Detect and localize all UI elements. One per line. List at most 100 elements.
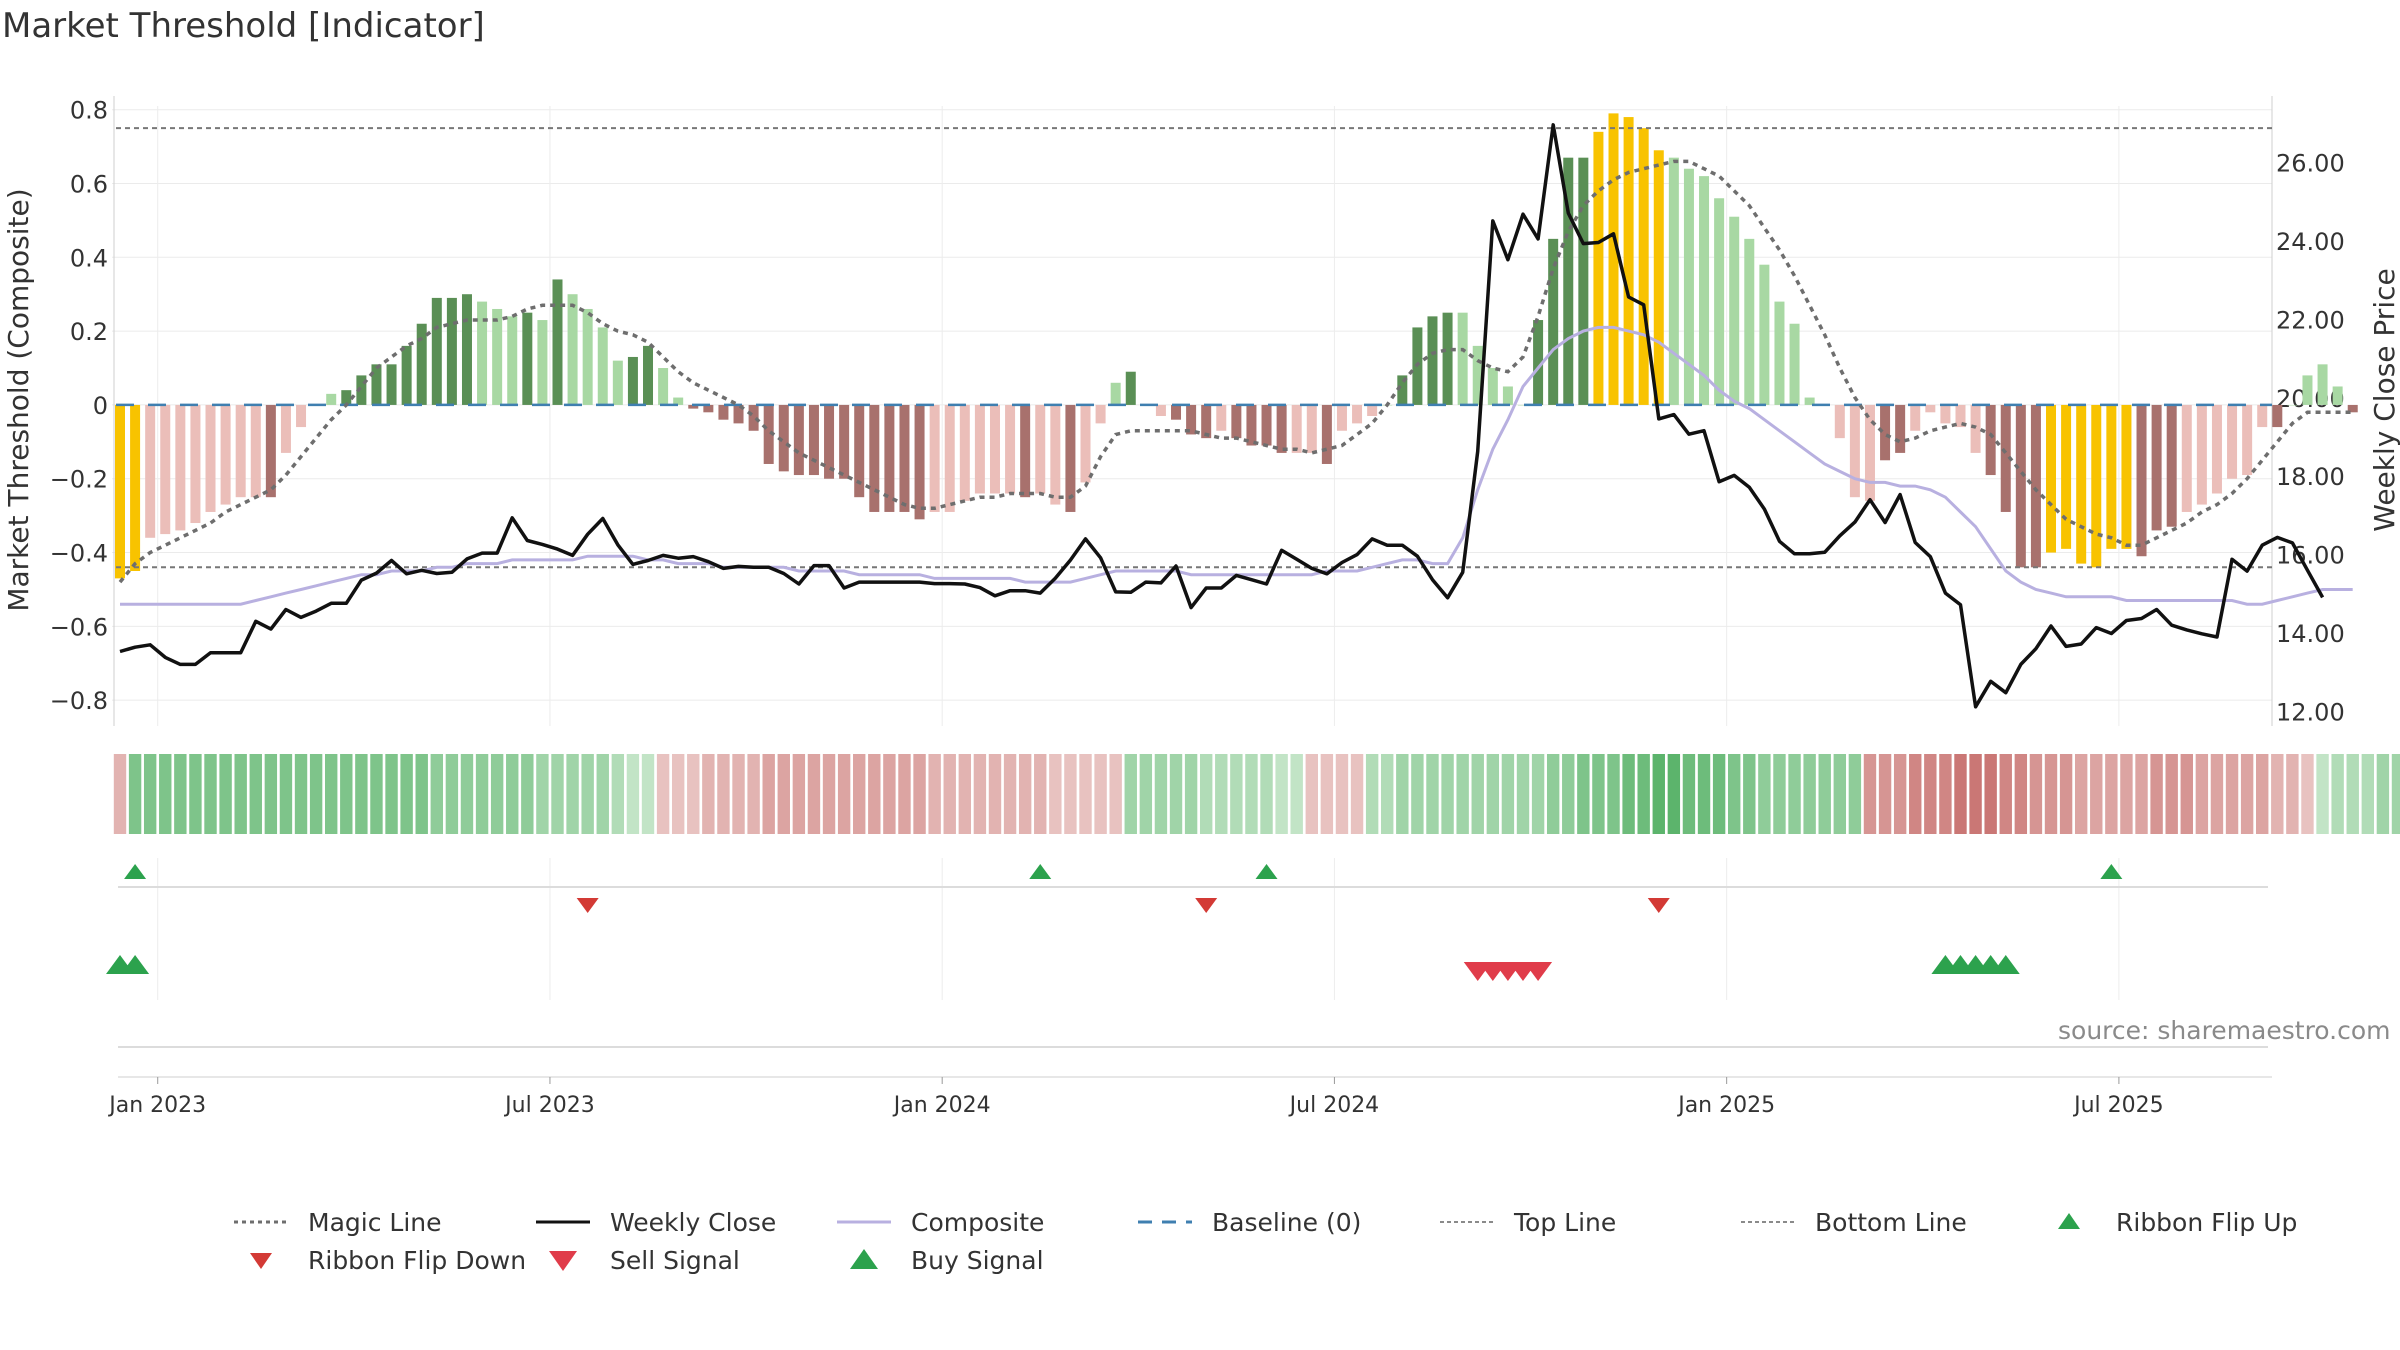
ribbon-cell: [1305, 754, 1318, 834]
ribbon-cell: [2316, 754, 2329, 834]
composite-bar: [2332, 386, 2343, 405]
ribbon-cell: [370, 754, 383, 834]
legend-item-sell-signal: Sell Signal: [532, 1242, 740, 1278]
ribbon-cell: [189, 754, 202, 834]
ribbon-cell: [2225, 754, 2239, 834]
ribbon-cell: [596, 754, 609, 834]
ribbon-cell: [2256, 754, 2269, 834]
composite-bar: [416, 323, 427, 405]
legend-item-bottom-line: Bottom Line: [1737, 1204, 1967, 1240]
ribbon-cell: [2240, 754, 2254, 834]
ribbon-cell: [340, 754, 353, 834]
ribbon-cell: [822, 754, 836, 834]
ribbon-cell: [1018, 754, 1032, 834]
legend-item-magic-line: Magic Line: [230, 1204, 442, 1240]
composite-bar: [959, 404, 970, 501]
composite-bar: [839, 404, 850, 479]
composite-bar: [1125, 371, 1136, 405]
ribbon-cell: [2165, 754, 2178, 834]
ribbon-cell: [641, 754, 655, 834]
x-tick-label: Jul 2025: [2072, 1093, 2164, 1118]
ribbon-cell: [2361, 754, 2375, 834]
composite-bar: [1065, 404, 1076, 512]
composite-bar: [1623, 117, 1634, 405]
composite-bar: [2000, 404, 2011, 512]
composite-bar: [884, 404, 895, 512]
composite-bar: [1864, 404, 1875, 501]
composite-bar: [1548, 238, 1559, 405]
composite-bar: [703, 404, 714, 413]
composite-bar: [2347, 404, 2358, 413]
ribbon-cell: [1924, 754, 1937, 834]
composite-bar: [401, 345, 412, 405]
ribbon-flip-up-marker: [1255, 864, 1278, 879]
composite-bar: [2166, 404, 2177, 527]
y2-tick-label: 16.00: [2276, 542, 2345, 570]
composite-bar: [446, 297, 457, 405]
composite-bar: [552, 279, 563, 405]
ribbon-cell: [309, 754, 323, 834]
legend-label: Ribbon Flip Down: [308, 1245, 527, 1275]
ribbon-cell: [1728, 754, 1741, 834]
legend-label: Composite: [911, 1207, 1045, 1237]
y2-tick-label: 26.00: [2276, 149, 2345, 177]
ribbon-cell: [853, 754, 866, 834]
ribbon-cell: [219, 754, 232, 834]
ribbon-cell: [973, 754, 987, 834]
ribbon-cell: [988, 754, 1002, 834]
composite-bar: [688, 404, 699, 409]
composite-bar: [1699, 176, 1710, 405]
composite-bar: [778, 404, 789, 472]
ribbon-cell: [1396, 754, 1409, 834]
legend: Magic Line Weekly Close Composite Baseli…: [230, 1204, 2340, 1284]
composite-swatch: [833, 1210, 895, 1234]
ribbon-cell: [1562, 754, 1575, 834]
composite-bar: [1080, 404, 1091, 483]
ribbon-cell: [1773, 754, 1786, 834]
y-tick-label: −0.4: [50, 540, 108, 568]
source-credit: source: sharemaestro.com: [2058, 1016, 2391, 1045]
composite-bar: [824, 404, 835, 479]
composite-bar: [929, 404, 940, 512]
composite-bar: [1457, 312, 1468, 405]
composite-bar: [356, 375, 367, 405]
ribbon-cell: [400, 754, 413, 834]
y2-axis-label: Weekly Close Price: [2368, 268, 2400, 531]
composite-bar: [1759, 264, 1770, 405]
composite-bar: [1789, 323, 1800, 405]
composite-bar: [597, 327, 608, 405]
composite-bar: [658, 368, 669, 405]
composite-bar: [673, 397, 684, 405]
legend-label: Weekly Close: [610, 1207, 777, 1237]
ribbon-cell: [1803, 754, 1816, 834]
ribbon-cell: [1215, 754, 1228, 834]
ribbon-cell: [2105, 754, 2118, 834]
ribbon-cell: [943, 754, 956, 834]
buy-signal-marker: [1991, 955, 2020, 974]
ribbon-cell: [1743, 754, 1756, 834]
ribbon-cell: [2029, 754, 2043, 834]
ribbon-cell: [702, 754, 715, 834]
composite-bar: [115, 404, 125, 579]
weekly-close-line: [119, 123, 2325, 709]
ribbon-cell: [1320, 754, 1334, 834]
ribbon-cell: [279, 754, 293, 834]
composite-bar: [793, 404, 804, 476]
ribbon-cell: [1426, 754, 1439, 834]
composite-bar: [2302, 375, 2313, 405]
ribbon-cell: [1486, 754, 1500, 834]
ribbon-cell: [249, 754, 262, 834]
composite-bar: [2091, 404, 2102, 568]
ribbon-cell: [1863, 754, 1877, 834]
composite-bar: [341, 390, 352, 405]
ribbon-cell: [1531, 754, 1545, 834]
composite-bar: [582, 308, 593, 405]
legend-item-ribbon-flip-down: Ribbon Flip Down: [230, 1242, 526, 1278]
composite-bar: [1653, 150, 1664, 405]
ribbon-cell: [1230, 754, 1243, 834]
ribbon-cell: [1275, 754, 1288, 834]
ribbon-cell: [717, 754, 730, 834]
composite-bar: [899, 404, 910, 512]
ribbon-cell: [656, 754, 670, 834]
composite-bar: [1442, 312, 1453, 405]
